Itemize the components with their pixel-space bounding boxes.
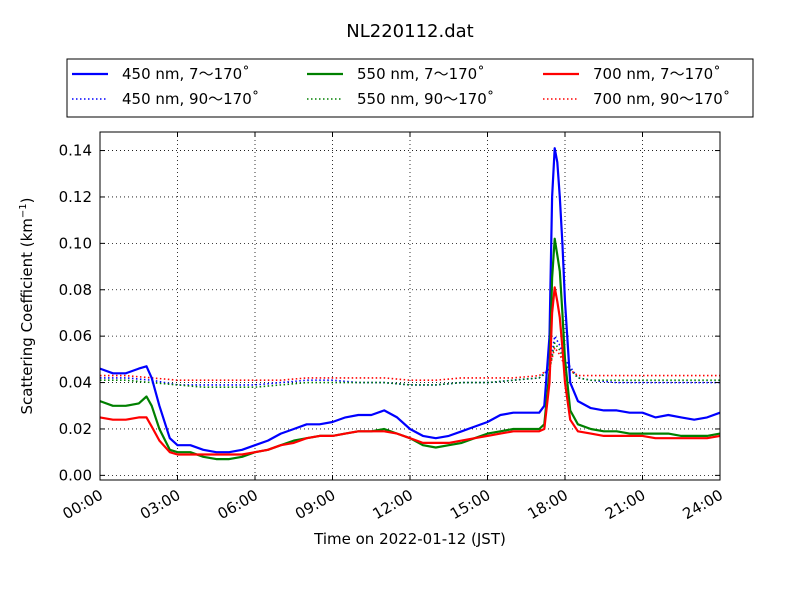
x-tick-label: 06:00 [215,486,261,523]
x-axis-label: Time on 2022-01-12 (JST) [313,530,506,548]
legend-label: 550 nm, 90～170˚ [357,90,494,108]
y-tick-label: 0.04 [59,374,92,392]
x-tick-label: 18:00 [525,486,571,523]
legend-label: 450 nm, 7～170˚ [122,65,250,83]
legend-label: 450 nm, 90～170˚ [122,90,259,108]
y-tick-label: 0.02 [59,420,92,438]
y-tick-label: 0.06 [59,327,92,345]
y-tick-label: 0.14 [59,142,92,160]
y-axis-label-close: ) [18,197,36,203]
x-tick-label: 15:00 [447,486,493,523]
legend-label: 550 nm, 7～170˚ [357,65,485,83]
legend-label: 700 nm, 90～170˚ [593,90,730,108]
chart-title: NL220112.dat [346,21,473,42]
legend: 450 nm, 7～170˚ 450 nm, 90～170˚ 550 nm, 7～1… [67,59,753,117]
x-tick-label: 24:00 [680,486,726,523]
x-tick-label: 09:00 [292,486,338,523]
y-tick-label: 0.00 [59,466,92,484]
y-axis-label-main: Scattering Coefficient (km [18,218,36,414]
chart: NL220112.dat 450 nm, 7～170˚ 450 nm, 90～17… [0,0,800,600]
y-tick-label: 0.10 [59,234,92,252]
x-tick-label: 21:00 [602,486,648,523]
x-tick-label: 00:00 [60,486,106,523]
y-axis-label: Scattering Coefficient (km−1) [18,197,36,414]
ticks: 00:00 03:00 06:00 09:00 12:00 15:00 18:00 21:00… [59,132,726,523]
y-tick-label: 0.12 [59,188,92,206]
x-tick-label: 12:00 [370,486,416,523]
y-axis-label-unit-sup: −1 [18,203,29,218]
y-tick-label: 0.08 [59,281,92,299]
legend-label: 700 nm, 7～170˚ [593,65,721,83]
x-tick-label: 03:00 [137,486,183,523]
